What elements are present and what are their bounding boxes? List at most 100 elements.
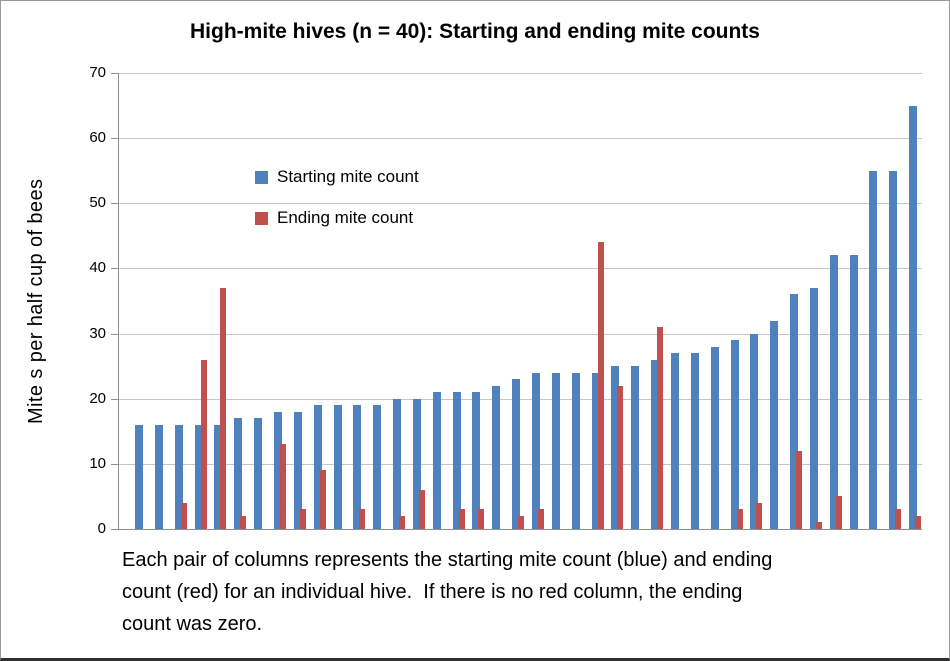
bar-starting-hive-22 xyxy=(552,373,560,529)
bar-starting-hive-9 xyxy=(294,412,302,529)
chart-title: High-mite hives (n = 40): Starting and e… xyxy=(190,20,760,43)
bar-starting-hive-30 xyxy=(711,347,719,529)
bar-starting-hive-17 xyxy=(453,392,461,529)
y-tick-mark xyxy=(111,399,118,400)
bar-ending-hive-35 xyxy=(816,522,822,529)
bar-starting-hive-35 xyxy=(810,288,818,529)
bar-starting-hive-32 xyxy=(750,334,758,529)
bar-ending-hive-5 xyxy=(220,288,226,529)
bar-ending-hive-6 xyxy=(240,516,246,529)
bar-ending-hive-20 xyxy=(518,516,524,529)
bar-starting-hive-18 xyxy=(472,392,480,529)
bar-starting-hive-21 xyxy=(532,373,540,529)
bar-starting-hive-19 xyxy=(492,386,500,529)
legend: Starting mite count Ending mite count xyxy=(255,164,419,246)
bar-starting-hive-11 xyxy=(334,405,342,529)
bar-starting-hive-27 xyxy=(651,360,659,529)
bar-ending-hive-8 xyxy=(280,444,286,529)
bar-starting-hive-23 xyxy=(572,373,580,529)
legend-label-starting: Starting mite count xyxy=(277,167,419,186)
gridline-20 xyxy=(119,399,922,400)
bar-starting-hive-5 xyxy=(214,425,222,529)
y-tick-mark xyxy=(111,138,118,139)
bar-ending-hive-10 xyxy=(320,470,326,529)
bar-starting-hive-28 xyxy=(671,353,679,529)
bar-starting-hive-37 xyxy=(850,255,858,529)
bar-starting-hive-13 xyxy=(373,405,381,529)
bar-starting-hive-38 xyxy=(869,171,877,529)
bar-starting-hive-3 xyxy=(175,425,183,529)
bar-starting-hive-14 xyxy=(393,399,401,529)
plot-area: Starting mite count Ending mite count xyxy=(118,73,922,530)
y-tick-label-70: 70 xyxy=(89,64,106,81)
bar-starting-hive-12 xyxy=(353,405,361,529)
caption-line: Each pair of columns represents the star… xyxy=(122,549,773,571)
gridline-30 xyxy=(119,334,922,335)
gridline-70 xyxy=(119,73,922,74)
bar-starting-hive-2 xyxy=(155,425,163,529)
bar-ending-hive-21 xyxy=(538,509,544,529)
y-tick-mark xyxy=(111,529,118,530)
bar-starting-hive-7 xyxy=(254,418,262,529)
legend-swatch-starting-icon xyxy=(255,170,268,184)
bar-ending-hive-14 xyxy=(399,516,405,529)
bar-starting-hive-1 xyxy=(135,425,143,529)
bar-ending-hive-40 xyxy=(915,516,921,529)
bar-ending-hive-4 xyxy=(201,360,207,529)
bar-starting-hive-31 xyxy=(731,340,739,529)
bar-ending-hive-18 xyxy=(478,509,484,529)
bar-ending-hive-39 xyxy=(895,509,901,529)
bar-ending-hive-3 xyxy=(181,503,187,529)
bar-starting-hive-25 xyxy=(611,366,619,529)
bar-starting-hive-29 xyxy=(691,353,699,529)
bar-ending-hive-31 xyxy=(737,509,743,529)
bar-starting-hive-4 xyxy=(195,425,203,529)
gridline-40 xyxy=(119,268,922,269)
bar-starting-hive-36 xyxy=(830,255,838,529)
bar-ending-hive-12 xyxy=(359,509,365,529)
y-axis-title: Mite s per half cup of bees xyxy=(25,178,47,424)
gridline-50 xyxy=(119,203,922,204)
y-tick-label-0: 0 xyxy=(97,520,106,537)
y-tick-mark xyxy=(111,203,118,204)
bar-starting-hive-33 xyxy=(770,321,778,529)
legend-item-starting: Starting mite count xyxy=(255,164,419,190)
bar-starting-hive-10 xyxy=(314,405,322,529)
bar-starting-hive-40 xyxy=(909,106,917,529)
bar-starting-hive-6 xyxy=(234,418,242,529)
bar-starting-hive-20 xyxy=(512,379,520,529)
bar-ending-hive-15 xyxy=(419,490,425,529)
y-tick-label-10: 10 xyxy=(89,455,106,472)
bar-starting-hive-39 xyxy=(889,171,897,529)
bar-ending-hive-24 xyxy=(598,242,604,529)
bar-ending-hive-32 xyxy=(756,503,762,529)
y-tick-mark xyxy=(111,334,118,335)
legend-item-ending: Ending mite count xyxy=(255,205,419,231)
bar-ending-hive-27 xyxy=(657,327,663,529)
bar-starting-hive-8 xyxy=(274,412,282,529)
y-tick-mark xyxy=(111,464,118,465)
chart-caption: Each pair of columns represents the star… xyxy=(122,544,932,640)
y-tick-mark xyxy=(111,268,118,269)
bar-starting-hive-15 xyxy=(413,399,421,529)
bar-starting-hive-34 xyxy=(790,294,798,529)
bar-ending-hive-9 xyxy=(300,509,306,529)
gridline-10 xyxy=(119,464,922,465)
y-tick-label-60: 60 xyxy=(89,129,106,146)
bar-ending-hive-36 xyxy=(836,496,842,529)
legend-label-ending: Ending mite count xyxy=(277,208,414,227)
caption-line: count (red) for an individual hive. If t… xyxy=(122,581,743,603)
y-tick-label-40: 40 xyxy=(89,259,106,276)
y-tick-label-20: 20 xyxy=(89,390,106,407)
bar-starting-hive-24 xyxy=(592,373,600,529)
bar-starting-hive-26 xyxy=(631,366,639,529)
y-tick-label-30: 30 xyxy=(89,325,106,342)
bar-ending-hive-17 xyxy=(459,509,465,529)
caption-line: count was zero. xyxy=(122,613,263,635)
y-tick-label-50: 50 xyxy=(89,194,106,211)
gridline-60 xyxy=(119,138,922,139)
y-tick-mark xyxy=(111,73,118,74)
legend-swatch-ending-icon xyxy=(255,211,268,225)
bar-ending-hive-34 xyxy=(796,451,802,529)
